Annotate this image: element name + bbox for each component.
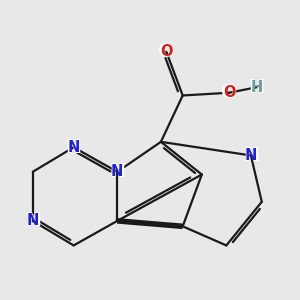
Text: N: N xyxy=(109,162,125,181)
Text: O: O xyxy=(223,85,235,100)
Text: N: N xyxy=(245,148,257,163)
Text: H: H xyxy=(250,80,262,95)
Text: O: O xyxy=(160,44,172,59)
Text: N: N xyxy=(27,213,39,228)
Text: N: N xyxy=(243,146,259,165)
Text: N: N xyxy=(66,138,82,157)
Text: N: N xyxy=(25,212,41,230)
Text: O: O xyxy=(221,83,237,102)
Text: O: O xyxy=(158,42,175,62)
Text: H: H xyxy=(248,78,264,97)
Text: N: N xyxy=(68,140,80,155)
Text: N: N xyxy=(111,164,124,179)
